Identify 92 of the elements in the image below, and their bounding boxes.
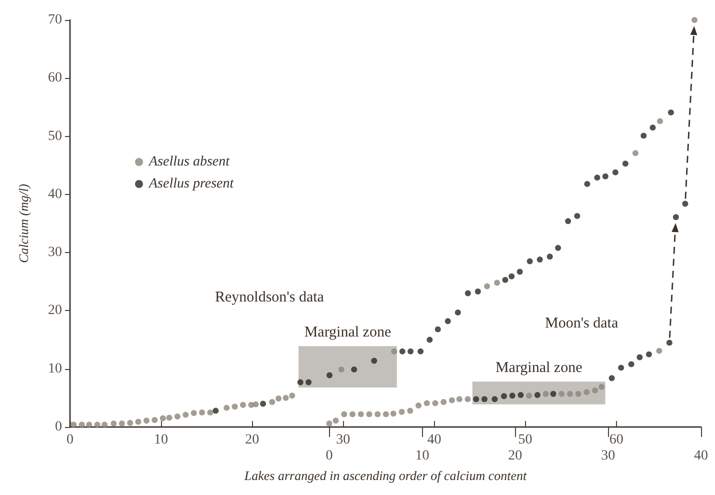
- point: [484, 283, 490, 290]
- point: [594, 174, 600, 181]
- point: [232, 404, 238, 410]
- point: [391, 348, 398, 354]
- point: [297, 379, 304, 386]
- y-tick-label: 40: [48, 186, 62, 202]
- annotation: Moon's data: [545, 316, 618, 332]
- y-tick-label: 60: [48, 70, 62, 86]
- y-tick-label: 30: [48, 245, 62, 260]
- point: [640, 132, 647, 139]
- point: [602, 173, 608, 180]
- x2-tick-label: 30: [601, 448, 616, 464]
- y-tick-label: 50: [48, 128, 62, 144]
- band-label: Marginal zone: [495, 360, 583, 376]
- y-axis-title: Calcium (mg/l): [16, 184, 31, 264]
- point: [434, 326, 441, 332]
- x2-tick-label: 20: [508, 448, 522, 464]
- point: [174, 414, 180, 420]
- point: [612, 169, 618, 176]
- point: [508, 273, 515, 280]
- point: [224, 404, 230, 411]
- point: [276, 396, 282, 402]
- point: [289, 392, 296, 399]
- point: [399, 348, 406, 354]
- point: [102, 422, 108, 428]
- point: [494, 280, 500, 286]
- x-tick-label: 30: [336, 432, 350, 448]
- point: [152, 417, 158, 424]
- point: [536, 256, 543, 263]
- point: [574, 212, 580, 219]
- point: [199, 409, 206, 416]
- point: [190, 410, 197, 416]
- point: [546, 254, 553, 260]
- point: [622, 160, 628, 167]
- point: [306, 379, 312, 386]
- point: [408, 348, 414, 354]
- x2-tick-label: 10: [415, 448, 430, 464]
- point: [282, 394, 289, 401]
- point: [135, 418, 142, 425]
- point: [207, 409, 214, 416]
- point: [212, 408, 219, 414]
- band-label: Marginal zone: [304, 324, 392, 341]
- point: [516, 268, 523, 275]
- point: [166, 414, 172, 421]
- point: [464, 290, 471, 296]
- point: [240, 402, 246, 408]
- x-tick-label: 20: [245, 432, 260, 448]
- point: [269, 399, 276, 405]
- x2-tick-label: 0: [326, 448, 333, 464]
- annotation: Reynoldson's data: [215, 290, 324, 306]
- point: [326, 372, 332, 378]
- point: [474, 288, 481, 295]
- point: [118, 420, 125, 427]
- y-tick-label: 70: [48, 12, 62, 28]
- legend-label: Asellus absent: [148, 154, 231, 170]
- point: [371, 358, 378, 364]
- point: [351, 366, 358, 372]
- point: [182, 412, 189, 418]
- point: [338, 366, 344, 372]
- x-tick-label: 50: [518, 432, 532, 448]
- point: [526, 258, 533, 264]
- y-tick-label: 10: [48, 361, 62, 376]
- point: [143, 418, 150, 424]
- point: [555, 244, 562, 251]
- point: [160, 415, 166, 422]
- x-tick-label: 10: [154, 432, 168, 448]
- point: [444, 318, 451, 324]
- point: [454, 309, 461, 316]
- x-tick-label: 0: [66, 432, 74, 448]
- point: [252, 401, 259, 408]
- point: [668, 109, 674, 116]
- point: [632, 150, 638, 156]
- y-tick-label: 20: [48, 303, 62, 318]
- point: [657, 118, 664, 124]
- point: [650, 124, 656, 131]
- point: [127, 420, 134, 426]
- point: [426, 336, 433, 343]
- point: [94, 422, 100, 428]
- point: [78, 422, 85, 428]
- point: [110, 420, 117, 427]
- point: [584, 180, 590, 187]
- point: [565, 218, 572, 224]
- x-tick-label: 40: [427, 432, 442, 448]
- legend-label: Asellus present: [148, 176, 235, 192]
- x-tick-label: 60: [609, 432, 624, 448]
- x-axis-title: Lakes arranged in ascending order of calcium content: [243, 468, 527, 483]
- x2-tick-label: 40: [694, 448, 708, 464]
- point: [502, 276, 508, 283]
- point: [86, 422, 92, 428]
- y-tick-label: 0: [55, 420, 62, 434]
- point: [418, 348, 424, 354]
- point: [260, 400, 266, 407]
